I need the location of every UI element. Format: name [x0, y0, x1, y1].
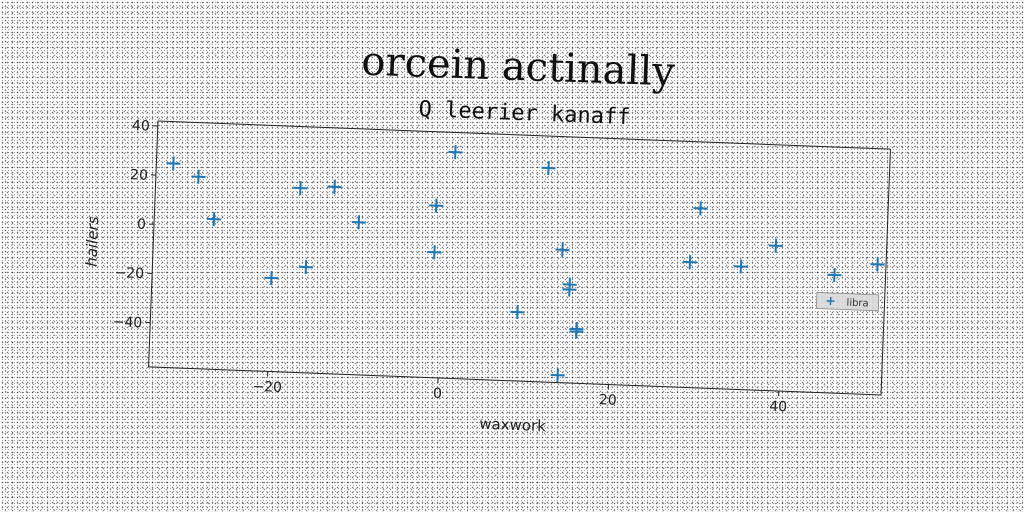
data-point	[293, 181, 308, 196]
data-point	[166, 156, 181, 171]
x-tick-label: −20	[252, 379, 282, 396]
data-points	[166, 145, 885, 383]
data-point	[429, 198, 444, 213]
data-point	[264, 270, 279, 286]
x-tick-label: 40	[769, 399, 787, 416]
y-tick-label: 20	[130, 167, 148, 184]
data-point	[555, 242, 570, 257]
data-point	[562, 277, 577, 292]
data-point	[206, 212, 221, 227]
y-tick-label: −40	[112, 314, 142, 331]
data-point	[298, 260, 313, 275]
legend: libra	[815, 292, 880, 312]
plot-frame	[148, 120, 891, 396]
data-point	[733, 259, 748, 274]
data-point	[550, 368, 565, 383]
y-tick-label: 40	[132, 118, 150, 135]
legend-marker-plus-icon	[826, 296, 835, 306]
y-tick-label: 0	[137, 217, 147, 233]
x-tick-label: 20	[599, 392, 617, 409]
x-axis-label: waxwork	[479, 415, 547, 436]
data-point	[448, 145, 463, 160]
data-point	[510, 305, 525, 320]
legend-box	[815, 292, 880, 312]
x-tick-label: 0	[433, 386, 443, 402]
data-point	[870, 257, 885, 272]
plot-group: Q leerier kanaff −20 0 20 40 −40 −20 0 20 40 wax…	[82, 97, 891, 436]
data-point	[191, 169, 206, 184]
data-point	[427, 245, 442, 260]
chart-title: Q leerier kanaff	[418, 97, 631, 130]
chart-suptitle: orcein actinally	[361, 39, 676, 96]
data-point	[541, 161, 556, 176]
data-point	[351, 215, 366, 230]
data-point	[327, 179, 342, 194]
data-point	[827, 268, 842, 283]
y-tick-label: −20	[114, 265, 144, 282]
data-point	[693, 201, 708, 216]
axis-ticks: −20 0 20 40 −40 −20 0 20 40	[112, 118, 787, 416]
data-point	[768, 238, 783, 253]
data-point	[682, 255, 697, 270]
data-point	[569, 324, 584, 339]
y-axis-label: hailers	[82, 216, 102, 267]
legend-label: libra	[846, 298, 869, 310]
